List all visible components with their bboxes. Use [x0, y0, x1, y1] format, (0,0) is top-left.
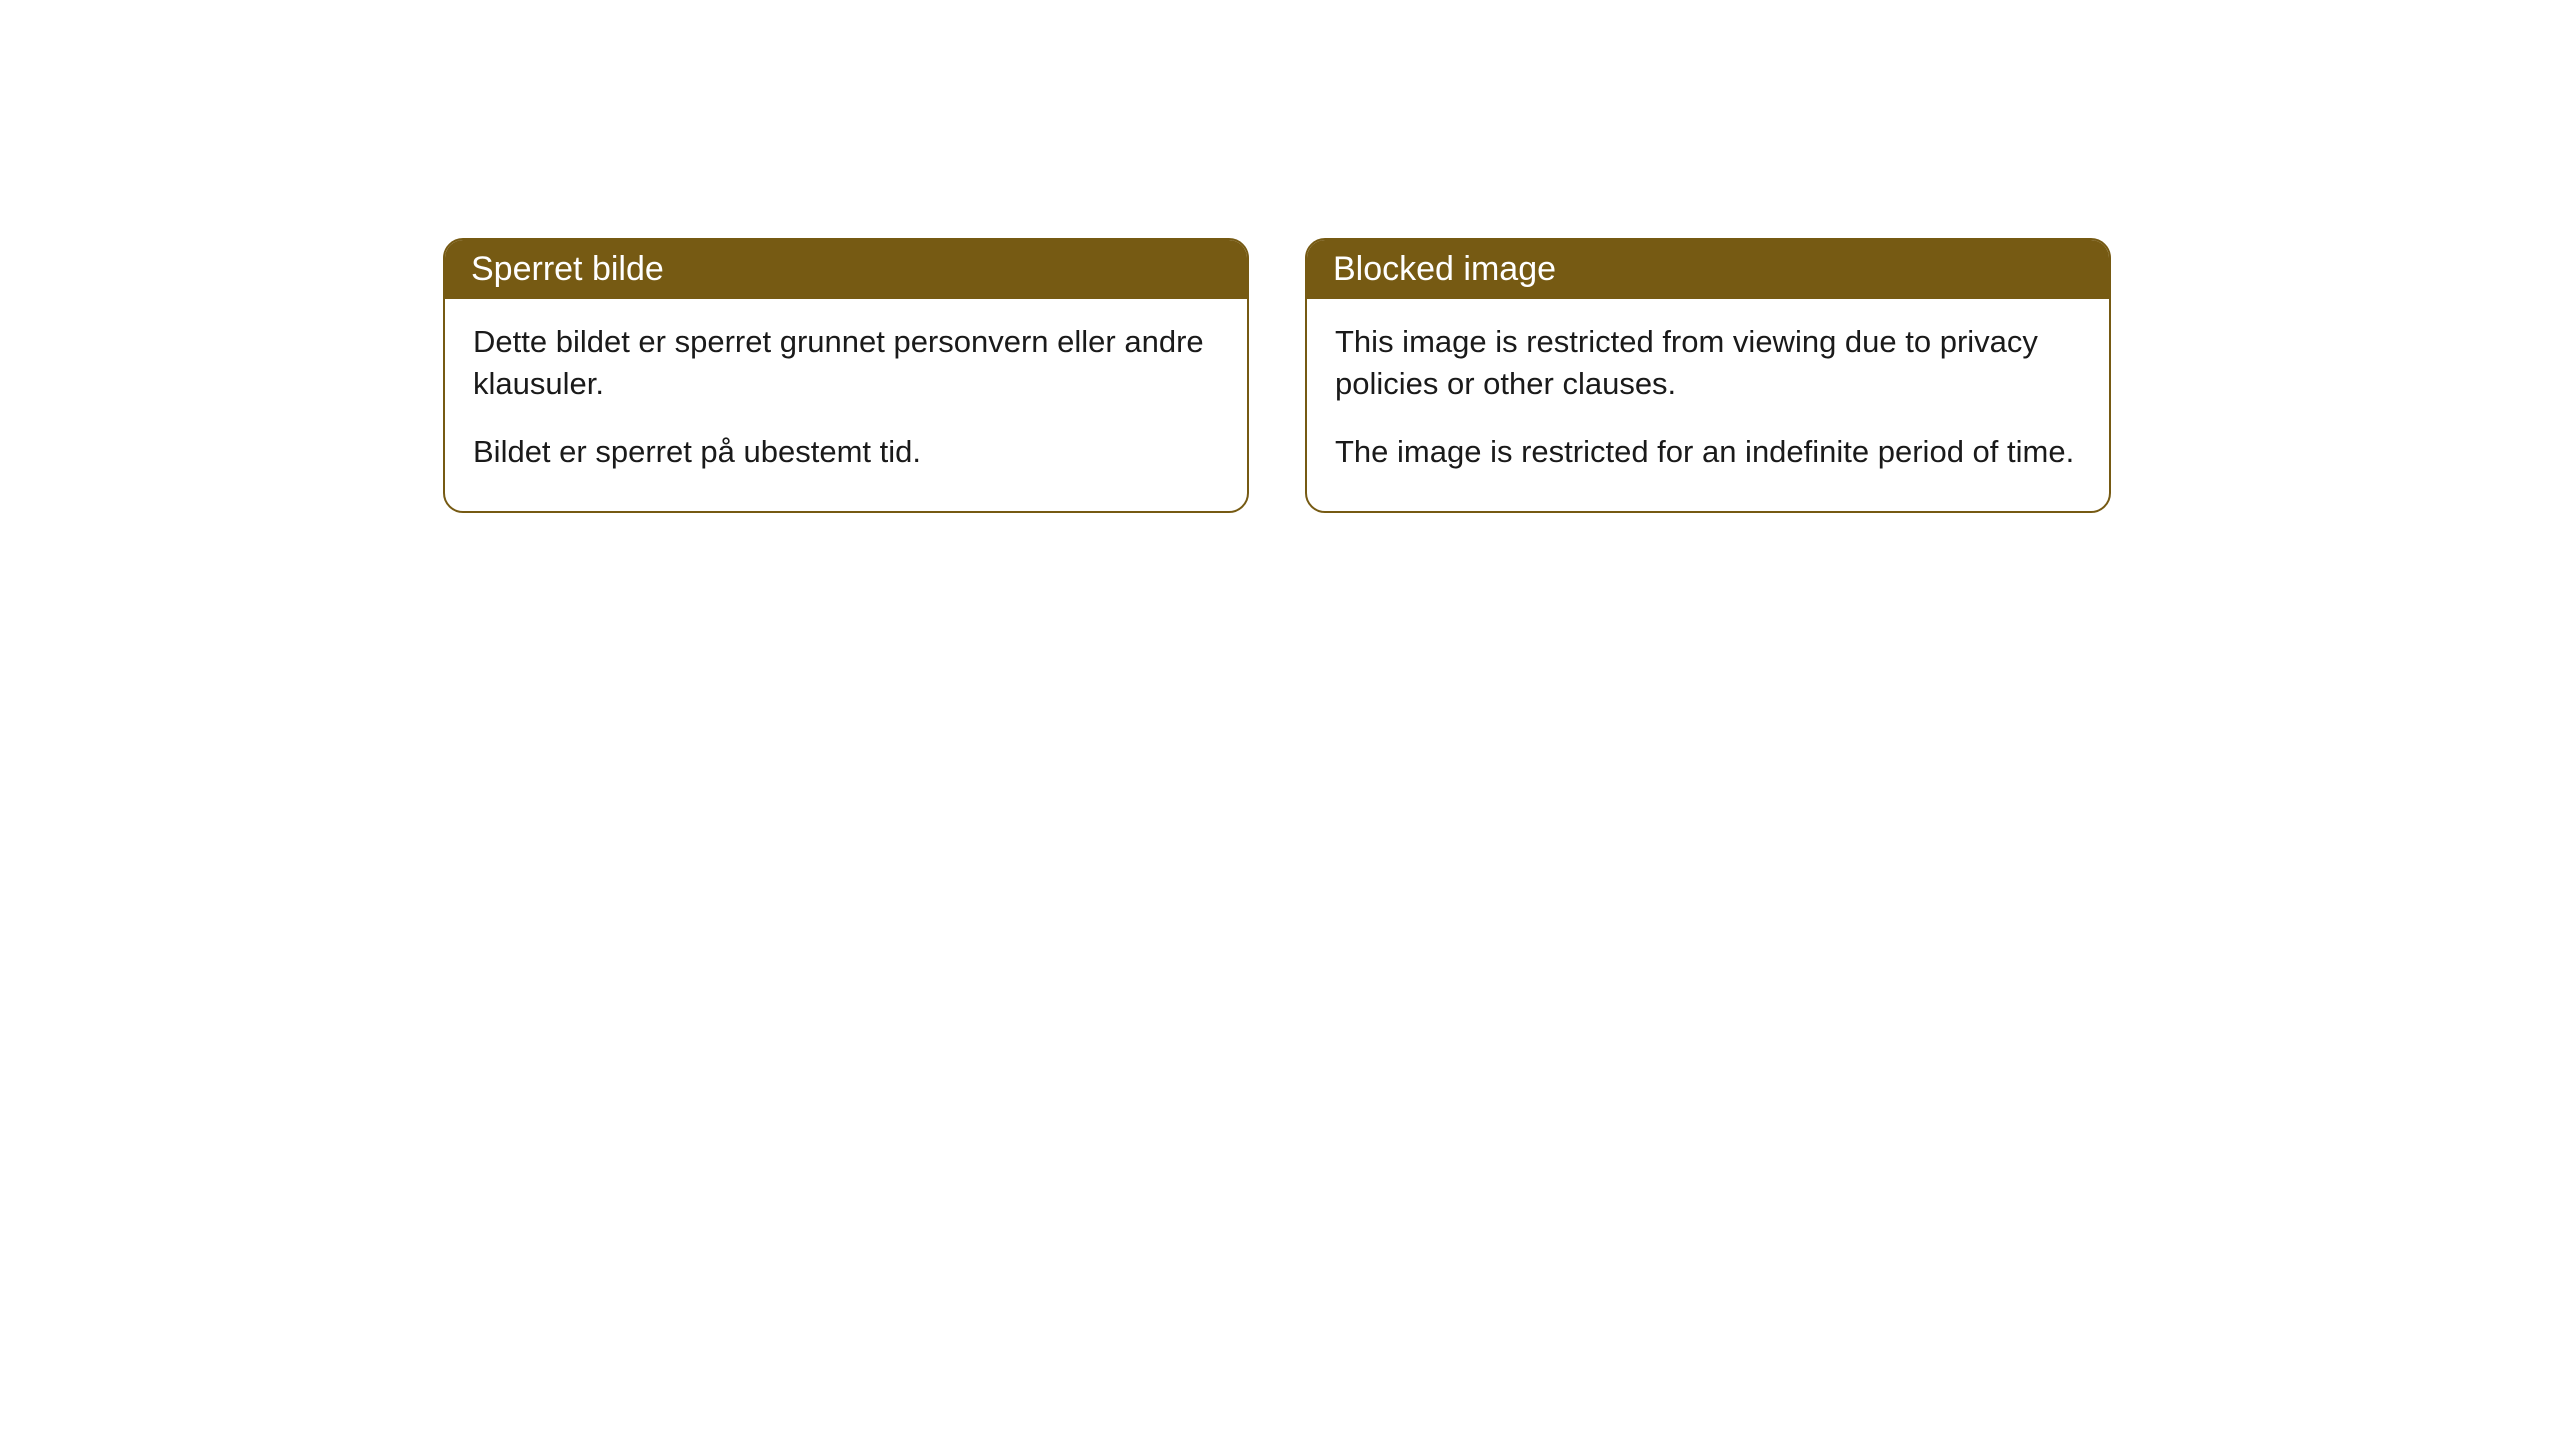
notice-container: Sperret bilde Dette bildet er sperret gr…	[443, 238, 2111, 513]
notice-card-english: Blocked image This image is restricted f…	[1305, 238, 2111, 513]
notice-body: Dette bildet er sperret grunnet personve…	[445, 299, 1247, 511]
notice-body: This image is restricted from viewing du…	[1307, 299, 2109, 511]
notice-header: Blocked image	[1307, 240, 2109, 299]
notice-title: Blocked image	[1333, 250, 1556, 288]
notice-header: Sperret bilde	[445, 240, 1247, 299]
notice-paragraph: Dette bildet er sperret grunnet personve…	[473, 321, 1219, 405]
notice-paragraph: Bildet er sperret på ubestemt tid.	[473, 431, 1219, 473]
notice-card-norwegian: Sperret bilde Dette bildet er sperret gr…	[443, 238, 1249, 513]
notice-title: Sperret bilde	[471, 250, 664, 288]
notice-paragraph: The image is restricted for an indefinit…	[1335, 431, 2081, 473]
notice-paragraph: This image is restricted from viewing du…	[1335, 321, 2081, 405]
